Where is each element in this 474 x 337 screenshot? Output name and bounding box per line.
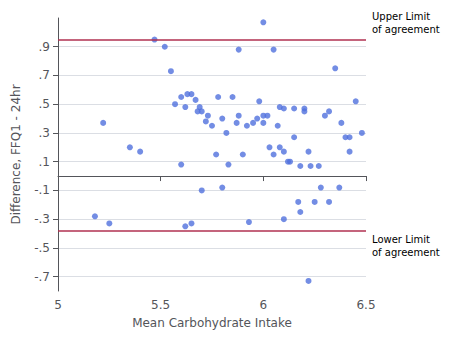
svg-text:-.7: -.7 — [34, 270, 50, 284]
svg-text:5.5: 5.5 — [151, 298, 170, 312]
svg-text:Lower Limit: Lower Limit — [372, 234, 430, 245]
svg-text:.3: .3 — [39, 126, 50, 140]
svg-text:Mean Carbohydrate Intake: Mean Carbohydrate Intake — [132, 316, 292, 330]
svg-text:6.5: 6.5 — [356, 298, 375, 312]
svg-text:Difference, FFQ1 - 24hr: Difference, FFQ1 - 24hr — [9, 84, 23, 224]
svg-text:.7: .7 — [39, 68, 50, 82]
svg-text:.1: .1 — [39, 155, 50, 169]
svg-text:Upper Limit: Upper Limit — [372, 11, 430, 22]
svg-text:6: 6 — [260, 298, 268, 312]
svg-text:.9: .9 — [39, 40, 50, 54]
svg-text:5: 5 — [54, 298, 62, 312]
svg-text:-.1: -.1 — [34, 183, 50, 197]
svg-text:-.5: -.5 — [34, 241, 50, 255]
svg-text:-.3: -.3 — [34, 212, 50, 226]
svg-text:of agreement: of agreement — [372, 247, 440, 258]
svg-text:of agreement: of agreement — [372, 24, 440, 35]
svg-text:.5: .5 — [39, 97, 50, 111]
